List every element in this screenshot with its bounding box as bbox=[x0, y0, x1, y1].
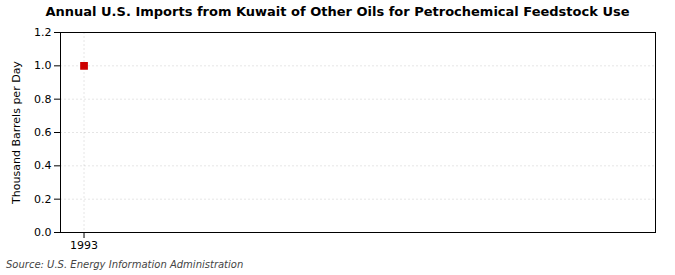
svg-text:0.0: 0.0 bbox=[34, 226, 52, 239]
svg-text:1993: 1993 bbox=[70, 239, 98, 252]
html-text:Annual U.S. Imports from Kuwai: Annual U.S. Imports from Kuwait of Other… bbox=[45, 4, 630, 19]
svg-text:1.2: 1.2 bbox=[34, 26, 52, 39]
svg-text:0.6: 0.6 bbox=[34, 126, 52, 139]
svg-text:0.2: 0.2 bbox=[34, 193, 52, 206]
html-text:Source: U.S. Energy Informatio: Source: U.S. Energy Information Administ… bbox=[6, 259, 244, 270]
svg-text:1.0: 1.0 bbox=[34, 59, 52, 72]
svg-text:0.8: 0.8 bbox=[34, 93, 52, 106]
svg-text:0.4: 0.4 bbox=[34, 159, 52, 172]
svg-text:Thousand Barrels per Day: Thousand Barrels per Day bbox=[10, 61, 23, 205]
